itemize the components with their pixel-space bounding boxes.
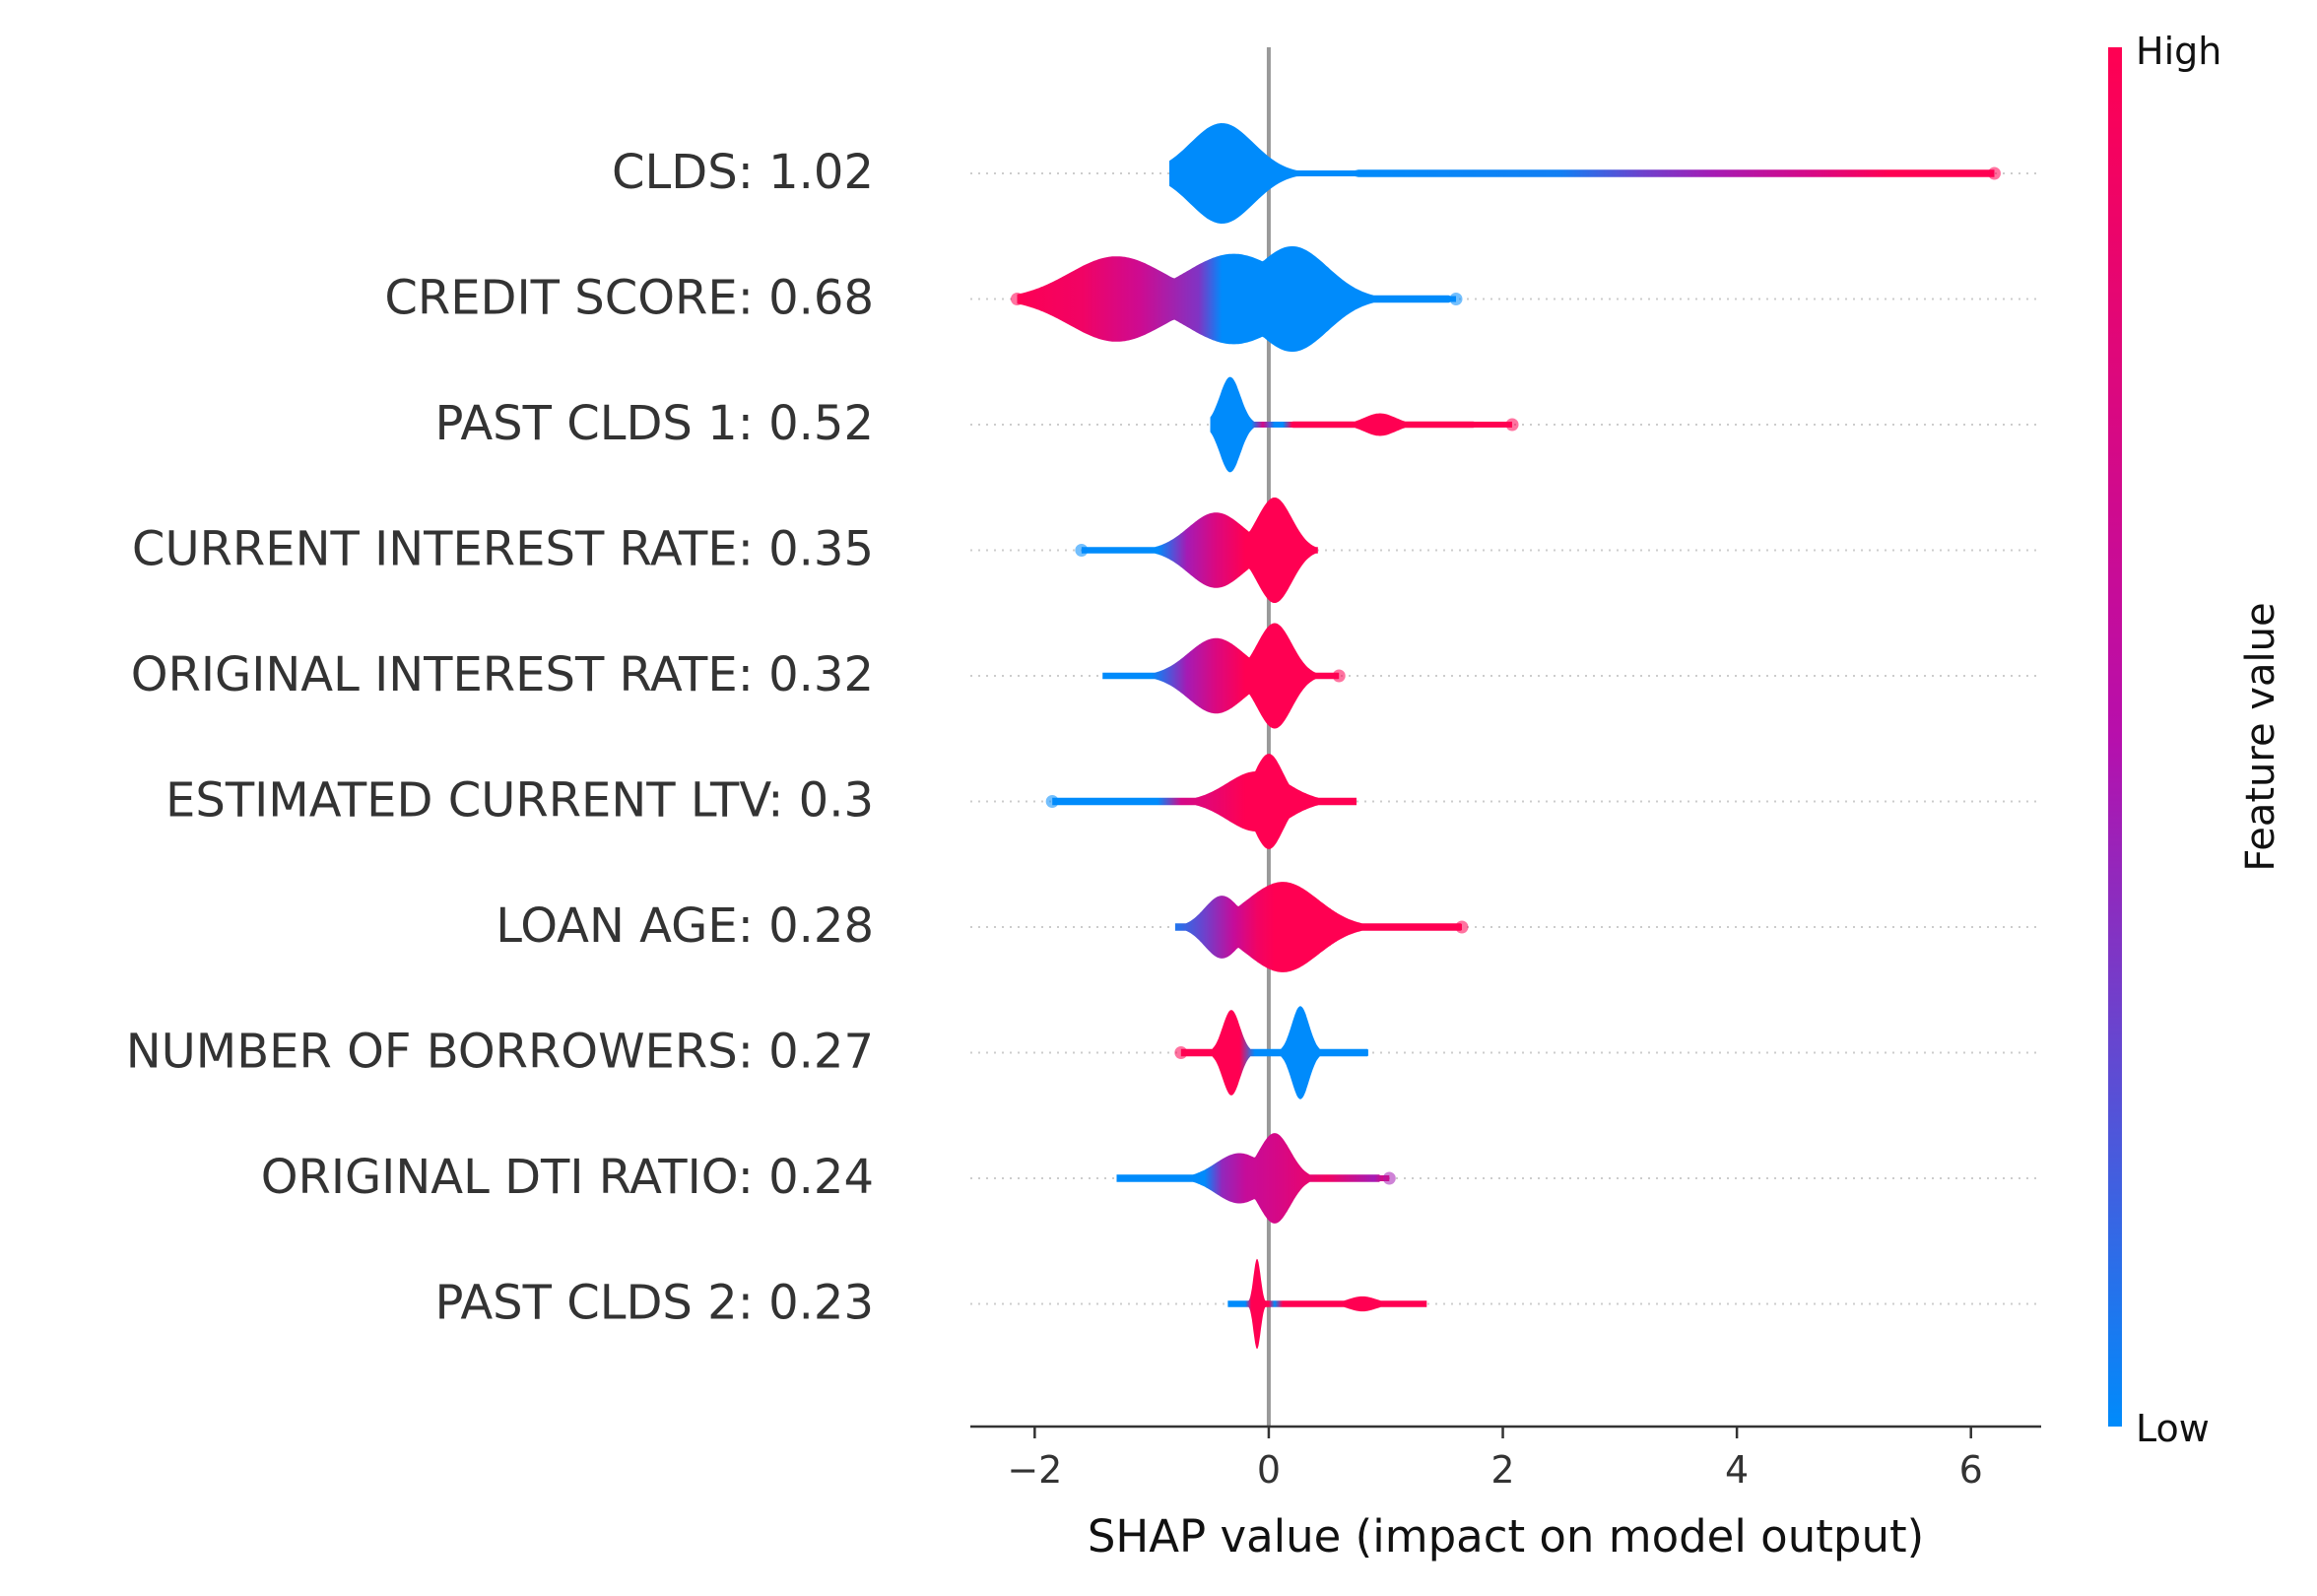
x-tick-label: 0 <box>1257 1448 1281 1492</box>
feature-label: CURRENT INTEREST RATE: 0.35 <box>132 522 874 577</box>
violin-current-interest-rate <box>1081 498 1318 603</box>
violin-credit-score <box>1017 246 1456 352</box>
violin-loan-age <box>1174 882 1462 972</box>
feature-label: ORIGINAL INTEREST RATE: 0.32 <box>131 647 874 702</box>
feature-label: PAST CLDS 1: 0.52 <box>434 396 874 451</box>
feature-labels: CLDS: 1.02 CREDIT SCORE: 0.68 PAST CLDS 1:… <box>126 145 874 1331</box>
colorbar-gradient <box>2108 47 2122 1427</box>
outlier-point <box>1174 1046 1188 1059</box>
x-tick-label: 2 <box>1490 1448 1514 1492</box>
feature-label: PAST CLDS 2: 0.23 <box>434 1276 874 1331</box>
violin-plots <box>1011 123 2001 1350</box>
outlier-point <box>1449 293 1463 305</box>
violin-past-clds-1 <box>1210 376 1512 473</box>
x-axis: −2 0 2 4 6 SHAP value (impact on model outpu… <box>970 1425 2041 1563</box>
violin-past-clds-2 <box>1227 1258 1427 1350</box>
outlier-point <box>1075 544 1089 557</box>
outlier-point <box>1505 418 1519 432</box>
colorbar-low-label: Low <box>2136 1407 2210 1450</box>
feature-label: CLDS: 1.02 <box>612 145 874 200</box>
outlier-point <box>1011 293 1025 305</box>
violin-original-dti-ratio <box>1116 1133 1390 1224</box>
feature-label: ESTIMATED CURRENT LTV: 0.3 <box>166 773 874 829</box>
violin-original-interest-rate <box>1102 623 1340 729</box>
violin-clds <box>1168 123 1995 224</box>
feature-label: LOAN AGE: 0.28 <box>496 898 874 954</box>
feature-label: ORIGINAL DTI RATIO: 0.24 <box>261 1150 874 1205</box>
x-tick-label: 4 <box>1725 1448 1749 1492</box>
feature-label: CREDIT SCORE: 0.68 <box>384 271 874 326</box>
outlier-point <box>1045 795 1059 808</box>
x-tick-label: 6 <box>1959 1448 1983 1492</box>
x-ticks: −2 0 2 4 6 <box>1007 1427 1983 1492</box>
outlier-point <box>1987 166 2001 180</box>
colorbar: High Low Feature value <box>2108 30 2284 1450</box>
outlier-point <box>1382 1171 1396 1185</box>
outlier-point <box>1332 669 1346 683</box>
violin-number-of-borrowers <box>1180 1006 1368 1099</box>
colorbar-high-label: High <box>2136 30 2221 73</box>
outlier-point <box>1455 920 1469 934</box>
violin-estimated-current-ltv <box>1052 754 1357 849</box>
colorbar-title: Feature value <box>2238 602 2284 871</box>
feature-label: NUMBER OF BORROWERS: 0.27 <box>126 1025 874 1080</box>
x-tick-label: −2 <box>1007 1448 1062 1492</box>
x-axis-title: SHAP value (impact on model output) <box>1088 1510 1924 1563</box>
row-guide-lines <box>970 172 2041 1305</box>
